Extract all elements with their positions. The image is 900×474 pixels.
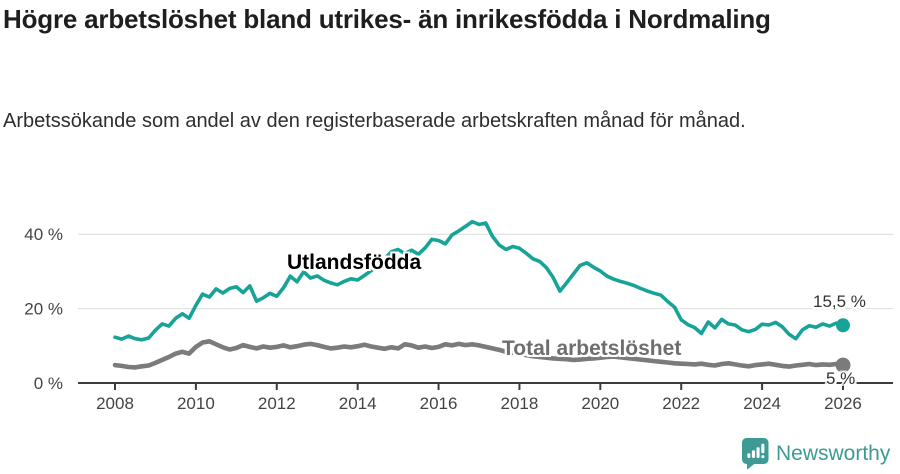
y-tick-label: 0 % (34, 374, 63, 393)
x-tick-label: 2008 (96, 394, 134, 413)
x-tick-label: 2016 (420, 394, 458, 413)
x-tick-label: 2012 (258, 394, 296, 413)
x-tick-label: 2018 (501, 394, 539, 413)
end-value-label-utlandsfodda: 15,5 % (813, 292, 866, 311)
series-label-total-arbetsloshet: Total arbetslöshet (502, 337, 682, 360)
series-line-total (112, 338, 846, 370)
x-tick-label: 2020 (581, 394, 619, 413)
series-label-utlandsfodda: Utlandsfödda (287, 251, 422, 274)
series-endpoint-utlandsfodda (836, 318, 850, 333)
axis-tick-labels: 0 % 20 % 40 % 2008 2010 2012 2014 2016 2018 2020 2… (24, 225, 862, 413)
series-endpoint-total (835, 357, 851, 373)
x-axis (78, 382, 893, 390)
y-tick-label: 40 % (24, 225, 63, 244)
newsworthy-logo-text: Newsworthy (776, 442, 891, 465)
series-line-utlandsfodda (113, 219, 845, 342)
y-tick-label: 20 % (24, 300, 63, 319)
gridlines (78, 233, 893, 310)
x-tick-label: 2024 (743, 394, 781, 413)
x-tick-label: 2014 (339, 394, 377, 413)
logo-bars-and-exclamation (747, 443, 765, 459)
newsworthy-logo-icon (742, 438, 769, 470)
chart-title: Högre arbetslöshet bland utrikes- än inr… (3, 4, 771, 34)
series-lines (112, 219, 851, 373)
x-tick-label: 2010 (177, 394, 215, 413)
x-tick-label: 2022 (662, 394, 700, 413)
x-tick-label: 2026 (824, 394, 862, 413)
chart-subtitle: Arbetssökande som andel av den registerb… (3, 110, 746, 132)
end-value-label-total: 5 % (826, 369, 856, 388)
